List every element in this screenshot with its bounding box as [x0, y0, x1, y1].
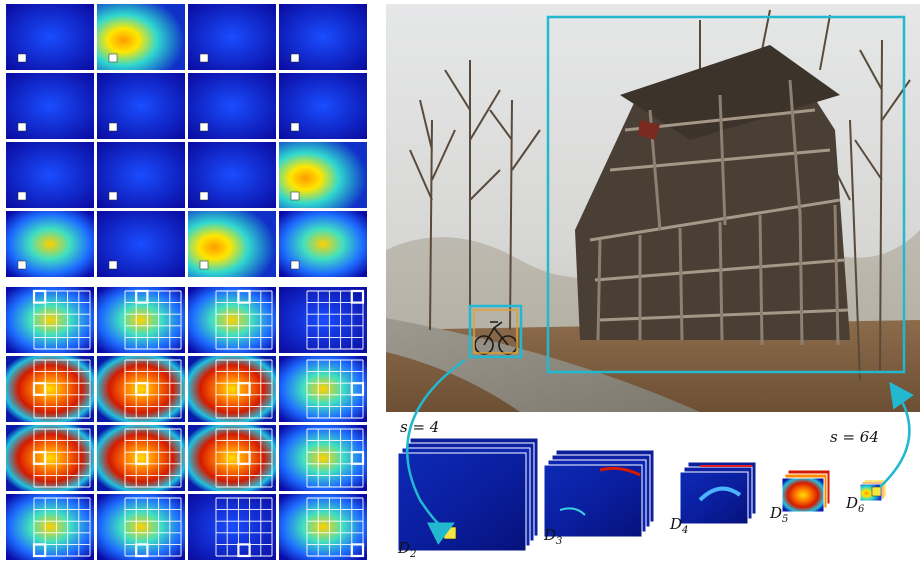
bottom-heatmap-grid — [6, 287, 367, 560]
bottom-heatmap-cell — [6, 425, 94, 491]
bottom-heatmap-cell — [6, 287, 94, 353]
heatmap-tile — [108, 260, 118, 270]
heatmap-tile — [17, 53, 27, 63]
overlay-grid — [33, 497, 91, 557]
bottom-heatmap-cell — [188, 287, 276, 353]
heatmap-tile — [443, 526, 457, 540]
scale-large-label: s = 64 — [830, 428, 879, 446]
stage-label-d5: D5 — [769, 504, 788, 525]
heatmap-tile — [17, 191, 27, 201]
stage-label-d2: D2 — [397, 539, 416, 560]
bottom-heatmap-cell — [6, 494, 94, 560]
overlay-highlight-cell — [237, 382, 251, 396]
overlay-highlight-cell — [32, 451, 47, 465]
feature-stack-d6 — [859, 479, 887, 502]
overlay-grid — [124, 290, 182, 350]
bottom-heatmap-cell — [188, 494, 276, 560]
overlay-highlight-cell — [135, 543, 149, 558]
overlay-highlight-cell — [32, 289, 47, 304]
large-object-box — [546, 15, 906, 374]
heatmap-tile — [290, 122, 300, 132]
heatmap-tile — [17, 122, 27, 132]
heatmap-tile — [290, 260, 300, 270]
feature-stack-d5 — [781, 469, 831, 513]
heatmap-tile — [199, 53, 209, 63]
small-object-inner-box — [473, 309, 518, 354]
bottom-heatmap-cell — [279, 287, 367, 353]
overlay-highlight-cell — [135, 289, 149, 304]
bottom-heatmap-cell — [97, 356, 185, 422]
small-object-box — [468, 304, 523, 359]
bottom-heatmap-cell — [188, 425, 276, 491]
bottom-heatmap-cell — [188, 356, 276, 422]
bottom-heatmap-cell — [97, 287, 185, 353]
heatmap-tile — [290, 53, 300, 63]
overlay-highlight-cell — [237, 543, 251, 558]
overlay-highlight-cell — [32, 543, 47, 558]
stage-label-d3: D3 — [543, 526, 562, 547]
overlay-highlight-cell — [135, 382, 149, 396]
heatmap-tile — [199, 191, 209, 201]
scene-photo — [386, 4, 920, 412]
bottom-heatmap-cell — [97, 494, 185, 560]
overlay-highlight-cell — [350, 451, 365, 465]
feature-stack-d3 — [543, 449, 655, 538]
overlay-highlight-cell — [135, 451, 149, 465]
bottom-heatmap-cell — [279, 356, 367, 422]
overlay-highlight-cell — [350, 543, 365, 558]
heatmap-tile — [108, 53, 118, 63]
top-heatmap-grid — [6, 4, 367, 277]
overlay-grid — [124, 497, 182, 557]
heatmap-tile — [108, 191, 118, 201]
overlay-grid — [215, 290, 273, 350]
gravel-road — [386, 318, 700, 412]
overlay-highlight-cell — [350, 289, 365, 304]
overlay-grid — [124, 428, 182, 488]
overlay-grid — [215, 497, 273, 557]
barn-structure — [575, 45, 850, 346]
heatmap-tile — [199, 260, 209, 270]
heatmap-tile — [108, 122, 118, 132]
bottom-heatmap-cell — [279, 494, 367, 560]
grid-separator — [4, 280, 370, 284]
overlay-grid — [33, 290, 91, 350]
stage-label-d4: D4 — [669, 515, 688, 536]
stage-label-d6: D6 — [845, 494, 865, 515]
overlay-highlight-cell — [350, 382, 365, 396]
overlay-highlight-cell — [32, 382, 47, 396]
feature-stack-d4 — [679, 461, 757, 525]
heatmap-tile — [17, 260, 27, 270]
curved-arrow-icon — [406, 358, 466, 545]
feature-pyramid: s = 4 s = 64 D2 D3 D4 D5 D6 — [397, 358, 914, 560]
heatmap-tile — [290, 191, 300, 201]
heatmap-tile — [199, 122, 209, 132]
feature-stack-d2 — [397, 437, 539, 552]
overlay-highlight-cell — [237, 451, 251, 465]
bottom-heatmap-cell — [279, 425, 367, 491]
bottom-heatmap-cell — [6, 356, 94, 422]
bottom-heatmap-cell — [97, 425, 185, 491]
scale-small-label: s = 4 — [400, 418, 439, 436]
overlay-highlight-cell — [237, 289, 251, 304]
curved-arrow-icon — [879, 381, 914, 488]
